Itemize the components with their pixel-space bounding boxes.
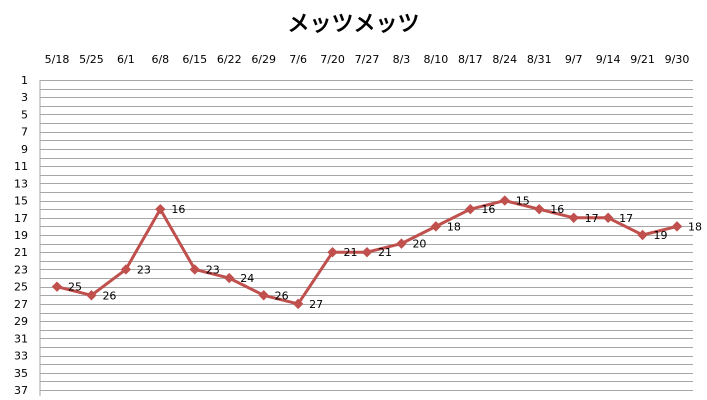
data-point-marker — [258, 290, 269, 301]
y-tick-label: 37 — [14, 384, 28, 397]
x-tick-label: 5/18 — [45, 53, 70, 66]
data-point-marker — [155, 203, 166, 215]
x-tick-label: 8/3 — [393, 53, 411, 66]
x-tick-label: 9/14 — [596, 53, 621, 66]
data-point-marker — [430, 221, 442, 232]
y-tick-label: 13 — [14, 177, 28, 190]
y-tick-label: 17 — [14, 212, 28, 225]
y-tick-label: 31 — [14, 332, 28, 345]
data-label: 23 — [137, 263, 151, 276]
data-point-marker — [568, 212, 579, 223]
chart-title: メッツメッツ — [287, 12, 420, 37]
x-tick-label: 7/6 — [289, 53, 307, 66]
data-point-marker — [51, 281, 63, 292]
x-tick-label: 6/8 — [151, 53, 169, 66]
x-tick-label: 7/27 — [355, 53, 380, 66]
data-label: 16 — [481, 203, 495, 216]
data-point-marker — [396, 238, 407, 249]
x-tick-label: 9/7 — [565, 53, 583, 66]
x-tick-label: 9/30 — [665, 53, 690, 66]
data-label: 21 — [344, 246, 358, 259]
data-label: 20 — [412, 238, 426, 251]
y-tick-label: 21 — [14, 246, 28, 259]
data-label: 21 — [378, 246, 392, 259]
x-tick-label: 9/21 — [630, 53, 655, 66]
x-tick-label: 5/25 — [79, 53, 104, 66]
data-label: 25 — [68, 281, 82, 294]
data-point-marker — [189, 264, 200, 275]
y-tick-label: 19 — [14, 229, 28, 242]
y-tick-label: 1 — [21, 74, 28, 87]
x-tick-label: 6/1 — [117, 53, 135, 66]
x-tick-label: 6/22 — [217, 53, 242, 66]
data-point-marker — [637, 229, 648, 241]
y-tick-label: 9 — [21, 143, 28, 156]
data-point-marker — [292, 298, 304, 310]
data-label: 19 — [654, 229, 668, 242]
data-label: 26 — [102, 289, 116, 302]
data-label: 26 — [275, 289, 289, 302]
x-tick-label: 8/24 — [492, 53, 517, 66]
data-label: 15 — [516, 195, 530, 208]
y-tick-label: 23 — [14, 263, 28, 276]
y-tick-label: 7 — [21, 126, 28, 139]
y-tick-label: 27 — [14, 298, 28, 311]
data-point-marker — [120, 264, 132, 275]
data-point-marker — [671, 221, 683, 232]
data-label: 18 — [688, 220, 702, 233]
data-label: 18 — [447, 220, 461, 233]
x-tick-label: 8/31 — [527, 53, 552, 66]
data-point-marker — [224, 272, 235, 284]
y-tick-label: 25 — [14, 281, 28, 294]
x-tick-label: 6/15 — [182, 53, 207, 66]
x-tick-label: 8/10 — [424, 53, 449, 66]
data-label: 16 — [550, 203, 564, 216]
data-point-marker — [465, 203, 476, 215]
data-label: 17 — [619, 212, 633, 225]
y-tick-label: 35 — [14, 367, 28, 380]
y-tick-label: 5 — [21, 108, 28, 121]
data-point-marker — [534, 203, 545, 215]
x-tick-label: 6/29 — [251, 53, 276, 66]
data-label: 27 — [309, 298, 323, 311]
data-label: 16 — [171, 203, 185, 216]
y-tick-label: 11 — [14, 160, 28, 173]
data-point-marker — [602, 212, 614, 223]
y-tick-label: 29 — [14, 315, 28, 328]
data-point-marker — [499, 195, 510, 206]
data-label: 23 — [206, 263, 220, 276]
x-tick-label: 7/20 — [320, 53, 345, 66]
data-point-marker — [361, 247, 373, 258]
y-tick-label: 15 — [14, 195, 28, 208]
data-point-marker — [327, 247, 338, 258]
data-point-marker — [86, 290, 97, 301]
x-tick-label: 8/17 — [458, 53, 483, 66]
y-tick-label: 3 — [21, 91, 28, 104]
data-label: 24 — [240, 272, 254, 285]
data-label: 17 — [585, 212, 599, 225]
y-tick-label: 33 — [14, 350, 28, 363]
